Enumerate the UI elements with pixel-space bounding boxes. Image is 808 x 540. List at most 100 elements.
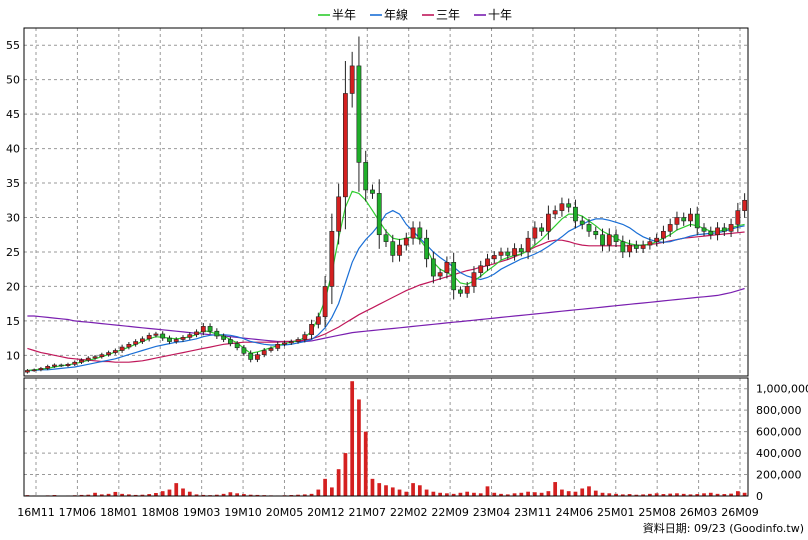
- candle-body: [322, 286, 328, 318]
- x-tick-label: 17M06: [59, 506, 97, 519]
- candle-body: [133, 341, 139, 345]
- volume-bar: [133, 494, 138, 496]
- volume-bar: [120, 493, 124, 496]
- candle: [173, 337, 179, 344]
- candle: [85, 356, 91, 362]
- price-tick-label: 10: [6, 349, 20, 362]
- volume-bar: [214, 494, 219, 496]
- candle-body: [688, 213, 693, 222]
- candle: [397, 238, 402, 262]
- candle: [728, 218, 734, 238]
- volume-bar: [526, 491, 530, 496]
- volume-bar: [702, 493, 706, 496]
- x-tick-label: 20M12: [307, 506, 345, 519]
- candle-body: [674, 217, 680, 225]
- candle-body: [613, 234, 619, 242]
- candle: [410, 221, 416, 245]
- volume-bar: [397, 489, 402, 496]
- volume-tick-label: 0: [756, 490, 763, 503]
- legend-label: 十年: [488, 8, 512, 22]
- volume-bar: [140, 494, 145, 496]
- candle: [674, 211, 680, 231]
- volume-bar: [113, 491, 118, 496]
- candle-body: [146, 335, 152, 340]
- candle: [140, 336, 145, 344]
- candle-body: [234, 343, 240, 349]
- x-tick-label: 26M09: [721, 506, 759, 519]
- volume-tick-label: 200,000: [756, 469, 802, 482]
- volume-gridlines: [24, 378, 748, 497]
- volume-plot-frame: [23, 377, 749, 497]
- candle-body: [410, 227, 416, 239]
- candle: [295, 337, 301, 344]
- candle: [566, 198, 572, 213]
- volume-bar: [620, 494, 625, 496]
- volume-bar: [641, 494, 645, 496]
- x-tick-label: 21M07: [349, 506, 387, 519]
- x-tick-label: 25M08: [638, 506, 676, 519]
- candle-body: [363, 162, 369, 191]
- x-tick-label: 20M05: [266, 506, 304, 519]
- candle-body: [376, 193, 382, 236]
- candle: [126, 342, 132, 350]
- x-tick-label: 18M08: [141, 506, 179, 519]
- volume-bar: [722, 494, 727, 496]
- candle: [92, 355, 98, 360]
- candle-body: [620, 241, 626, 253]
- candle: [478, 260, 484, 278]
- candle: [288, 339, 294, 345]
- candle-body: [180, 337, 186, 340]
- candle-body: [681, 217, 687, 222]
- candle: [234, 341, 240, 351]
- volume-bar: [539, 492, 544, 496]
- candle-body: [552, 210, 558, 215]
- volume-bar: [478, 493, 483, 496]
- candle: [654, 233, 660, 247]
- volume-bar: [445, 493, 449, 496]
- candle: [444, 256, 450, 279]
- candle-body: [112, 350, 118, 353]
- volume-bar: [302, 494, 307, 496]
- candle-body: [573, 206, 578, 222]
- price-plot-frame: [23, 27, 749, 377]
- candle-body: [24, 370, 30, 373]
- candle-body: [85, 357, 91, 361]
- candle-body: [451, 261, 457, 291]
- price-tick-label: 50: [6, 74, 20, 87]
- candle-body: [491, 255, 497, 260]
- candlesticks: [24, 36, 748, 374]
- volume-bar: [458, 492, 463, 496]
- candle: [559, 197, 565, 217]
- candle: [99, 352, 105, 359]
- candle-body: [268, 348, 274, 351]
- candle: [79, 358, 84, 365]
- price-tick-label: 30: [6, 212, 20, 225]
- volume-bar: [411, 483, 415, 496]
- candle-body: [640, 244, 646, 249]
- volume-bar: [580, 488, 585, 496]
- candle-body: [282, 342, 287, 345]
- volume-bar: [614, 493, 618, 496]
- volume-bar: [235, 493, 240, 496]
- price-tick-label: 35: [6, 177, 20, 190]
- candle-body: [715, 227, 720, 236]
- candle: [248, 350, 254, 363]
- candle-body: [403, 237, 409, 246]
- candle: [620, 235, 626, 258]
- volume-bar: [228, 492, 233, 496]
- candle-body: [248, 352, 254, 360]
- candle-body: [518, 248, 524, 253]
- volume-bar: [688, 494, 693, 496]
- legend-item: 十年: [474, 8, 512, 22]
- volume-bar: [532, 492, 537, 496]
- candle: [613, 229, 619, 247]
- candle-body: [255, 354, 260, 360]
- candle: [647, 237, 653, 250]
- price-gridlines: [24, 28, 748, 376]
- candle-body: [694, 213, 700, 229]
- volume-tick-label: 400,000: [756, 447, 802, 460]
- candle-body: [667, 224, 673, 232]
- candle: [721, 223, 727, 237]
- candle: [424, 229, 429, 268]
- volume-bar: [566, 491, 571, 496]
